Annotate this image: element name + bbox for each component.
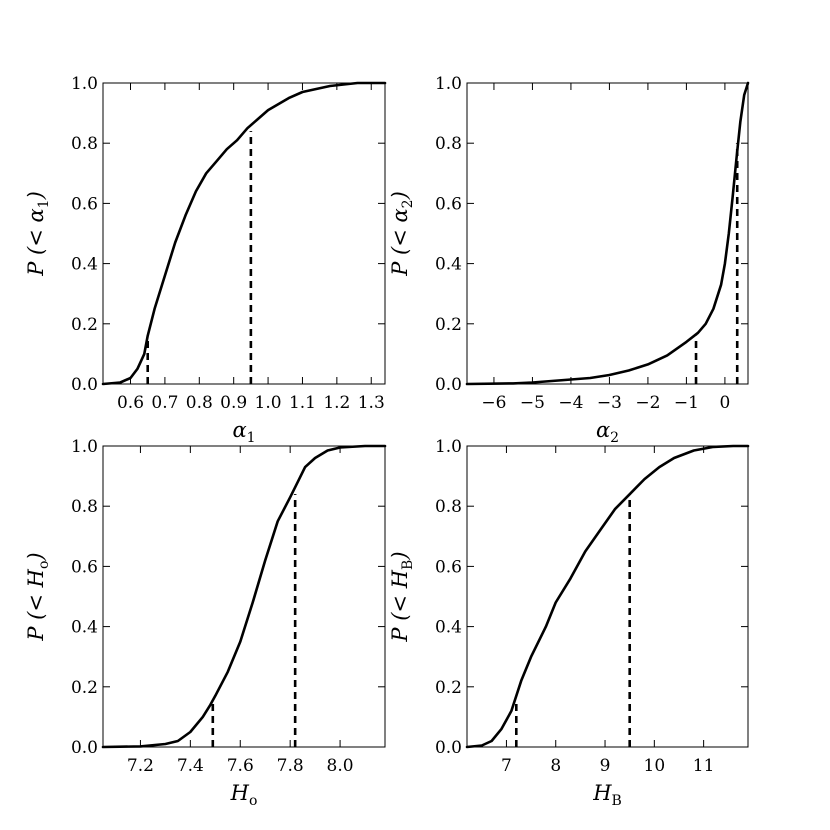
y-tick-label: 0.6 <box>71 194 98 214</box>
x-tick-label: −5 <box>520 393 545 413</box>
plot-frame <box>102 445 386 748</box>
x-tick-label: 7.2 <box>127 756 154 776</box>
x-tick-label: 1.3 <box>358 393 385 413</box>
plot-frame <box>466 445 749 748</box>
x-tick-label: −4 <box>558 393 583 413</box>
cdf-curve <box>465 81 750 386</box>
x-tick-label: 1.2 <box>323 393 350 413</box>
x-tick-label: −3 <box>597 393 622 413</box>
y-tick-label: 1.0 <box>71 74 98 94</box>
y-tick-label: 0.8 <box>71 497 98 517</box>
x-tick-label: 10 <box>644 756 666 776</box>
x-tick-label: 8 <box>550 756 561 776</box>
y-axis-label: P (< α2) <box>388 191 416 277</box>
y-tick-label: 1.0 <box>435 74 462 94</box>
x-tick-label: 7.6 <box>227 756 254 776</box>
x-tick-label: 1.1 <box>289 393 316 413</box>
x-tick-label: −6 <box>481 393 506 413</box>
x-tick-label: 0.6 <box>117 393 144 413</box>
panel-bottom-left: 0.0 0.2 0.4 0.6 0.8 1.0 7.2 7.4 7.6 7.8 8.0 Ho P (< … <box>24 437 387 809</box>
y-tick-label: 0.0 <box>71 738 98 758</box>
cdf-curve <box>465 444 750 749</box>
panel-top-left: 0.0 0.2 0.4 0.6 0.8 1.0 0.6 0.7 0.8 0.9 1.0 1.1 1.2 1… <box>24 74 387 446</box>
cdf-curve <box>101 444 387 749</box>
x-tick-label: 8.0 <box>327 756 354 776</box>
x-tick-label: 7.8 <box>277 756 304 776</box>
y-tick-label: 0.0 <box>435 738 462 758</box>
cdf-curve <box>101 81 387 386</box>
x-tick-label: 9 <box>600 756 611 776</box>
y-tick-label: 0.8 <box>71 134 98 154</box>
y-tick-label: 0.6 <box>435 194 462 214</box>
panel-top-right: 0.0 0.2 0.4 0.6 0.8 1.0 −6 −5 −4 −3 −2 −1 0 α2 P (< α2… <box>388 74 750 446</box>
y-tick-label: 0.2 <box>435 315 462 335</box>
y-tick-label: 1.0 <box>435 437 462 457</box>
y-tick-label: 0.8 <box>435 134 462 154</box>
x-axis-label: HB <box>592 781 622 809</box>
x-tick-label: 0.8 <box>186 393 213 413</box>
y-axis-label: P (< α1) <box>24 191 52 277</box>
x-tick-label: 11 <box>693 756 715 776</box>
x-tick-label: 1.0 <box>255 393 282 413</box>
plot-frame <box>102 82 386 385</box>
y-axis-label: P (< HB) <box>388 551 416 642</box>
x-axis-label: Ho <box>230 781 258 809</box>
y-tick-label: 0.6 <box>71 557 98 577</box>
x-tick-label: −1 <box>674 393 699 413</box>
y-tick-label: 0.4 <box>71 255 98 275</box>
y-tick-label: 0.6 <box>435 557 462 577</box>
x-tick-label: 7 <box>501 756 512 776</box>
y-tick-label: 0.2 <box>435 678 462 698</box>
x-axis-label: α1 <box>232 418 255 446</box>
panel-bottom-right: 0.0 0.2 0.4 0.6 0.8 1.0 7 8 9 10 11 HB P (< HB) <box>388 437 750 809</box>
y-tick-label: 0.4 <box>435 618 462 638</box>
y-tick-label: 0.2 <box>71 678 98 698</box>
x-tick-label: −2 <box>635 393 660 413</box>
plot-frame <box>466 82 749 385</box>
y-tick-label: 0.4 <box>435 255 462 275</box>
y-axis-label: P (< Ho) <box>24 552 52 641</box>
x-tick-label: 0.9 <box>220 393 247 413</box>
y-tick-label: 0.2 <box>71 315 98 335</box>
y-tick-label: 0.4 <box>71 618 98 638</box>
x-tick-label: 0 <box>719 393 730 413</box>
x-tick-label: 7.4 <box>177 756 204 776</box>
y-tick-label: 0.0 <box>435 375 462 395</box>
x-tick-label: 0.7 <box>151 393 178 413</box>
y-tick-label: 0.8 <box>435 497 462 517</box>
y-tick-label: 1.0 <box>71 437 98 457</box>
x-axis-label: α2 <box>596 418 619 446</box>
y-tick-label: 0.0 <box>71 375 98 395</box>
